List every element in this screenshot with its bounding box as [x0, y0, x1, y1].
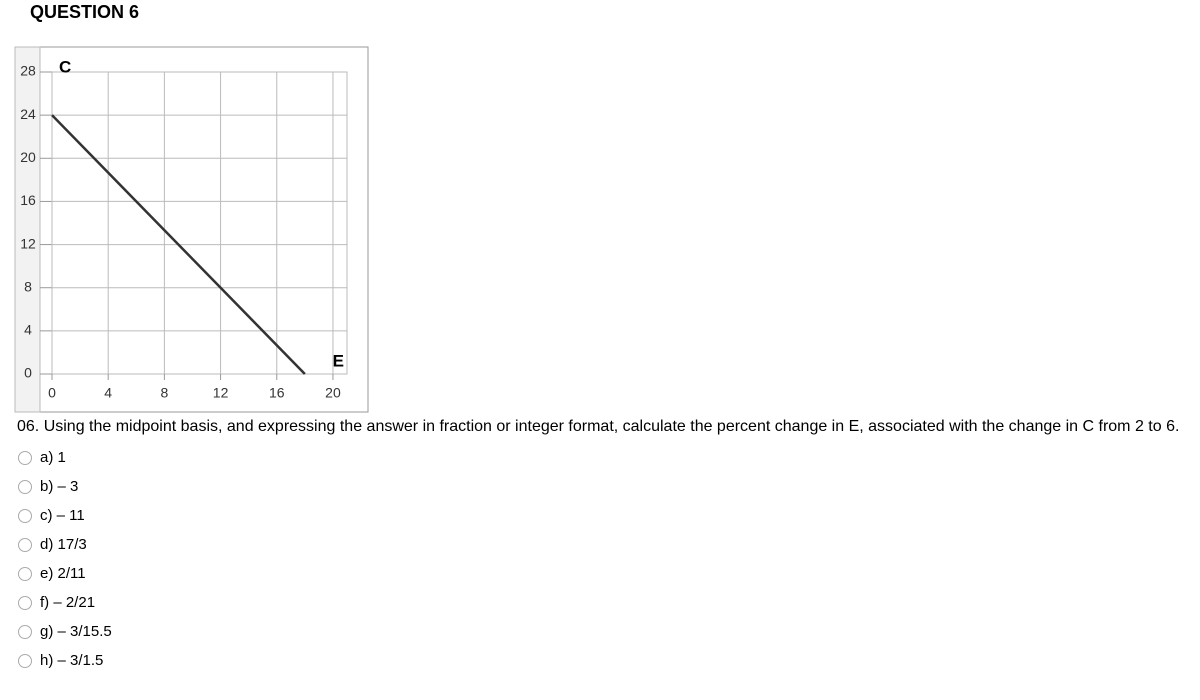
y-tick-label: 12 — [20, 235, 36, 251]
option[interactable]: g) – 3/15.5 — [18, 623, 112, 640]
y-axis-label: C — [59, 57, 71, 76]
question: 06. Using the midpoint basis, and expres… — [17, 418, 1180, 435]
heading: QUESTION 6 — [30, 2, 140, 22]
chart-frame — [14, 46, 369, 413]
radio-button[interactable] — [18, 479, 32, 494]
radio-button[interactable] — [18, 537, 32, 552]
y-tick-label: 0 — [24, 365, 32, 381]
y-tick-label: 24 — [20, 106, 36, 122]
x-tick-label: 16 — [269, 385, 285, 401]
option-label: h) – 3/1.5 — [40, 652, 104, 669]
option[interactable]: d) 17/3 — [18, 536, 87, 553]
radio-button[interactable] — [18, 450, 32, 465]
option-label: d) 17/3 — [40, 536, 87, 553]
y-tick-label: 20 — [20, 149, 36, 165]
chart: 0 4 8 12 16 20 24 28 0 4 8 12 16 20 C E — [14, 46, 369, 413]
x-tick-label: 4 — [104, 385, 112, 401]
radio-button[interactable] — [18, 624, 32, 639]
option[interactable]: h) – 3/1.5 — [18, 652, 103, 669]
y-tick-label: 8 — [24, 278, 32, 294]
y-label-column — [14, 46, 41, 413]
x-tick-label: 20 — [325, 385, 341, 401]
x-tick-label: 12 — [213, 385, 229, 401]
data-line — [51, 114, 306, 375]
option-label: c) – 11 — [40, 507, 85, 524]
radio-button[interactable] — [18, 508, 32, 523]
option-label: a) 1 — [40, 449, 66, 466]
x-tick-label: 8 — [160, 385, 168, 401]
option[interactable]: f) – 2/21 — [18, 594, 95, 611]
option-label: b) – 3 — [40, 478, 79, 495]
option[interactable]: b) – 3 — [18, 478, 78, 495]
y-tick-label: 16 — [20, 192, 36, 208]
y-tick-label: 28 — [20, 63, 36, 79]
radio-button[interactable] — [18, 595, 32, 610]
x-axis-label: E — [333, 351, 344, 370]
option-label: f) – 2/21 — [40, 594, 96, 611]
option[interactable]: a) 1 — [18, 449, 66, 466]
option-label: e) 2/11 — [40, 565, 86, 582]
option[interactable]: c) – 11 — [18, 507, 85, 524]
radio-button[interactable] — [18, 566, 32, 581]
radio-button[interactable] — [18, 653, 32, 668]
option[interactable]: e) 2/11 — [18, 565, 86, 582]
y-tick-label: 4 — [24, 322, 32, 338]
option-label: g) – 3/15.5 — [40, 623, 112, 640]
x-tick-label: 0 — [48, 385, 56, 401]
